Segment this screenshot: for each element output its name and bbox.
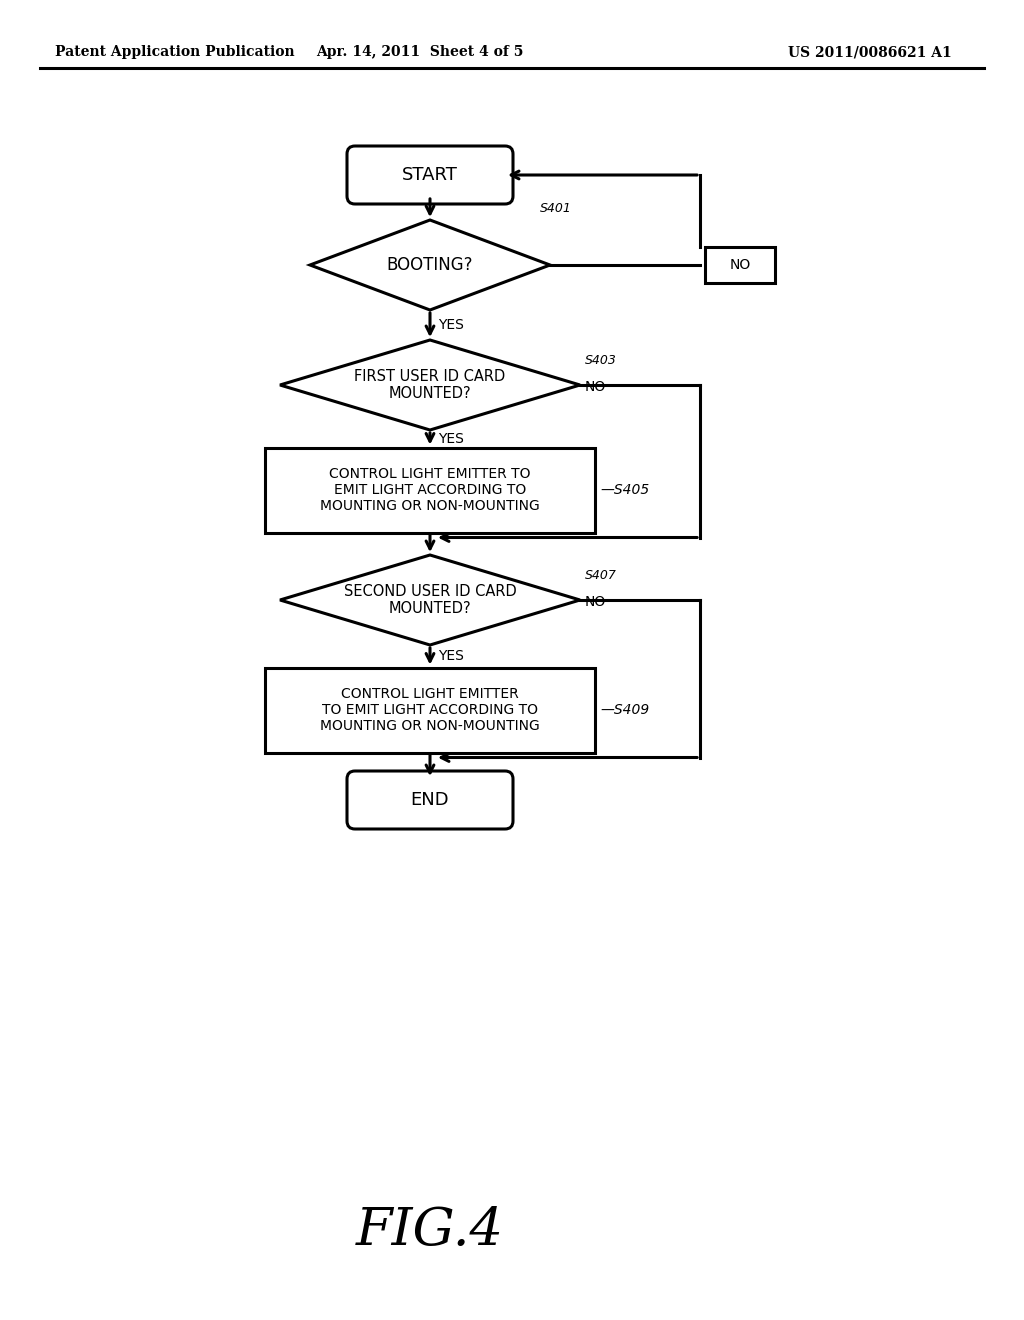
Polygon shape [280, 554, 580, 645]
Text: END: END [411, 791, 450, 809]
Text: START: START [402, 166, 458, 183]
Bar [265, 668, 595, 752]
Text: S407: S407 [585, 569, 616, 582]
Text: YES: YES [438, 649, 464, 663]
Bar [265, 447, 595, 532]
Text: S403: S403 [585, 354, 616, 367]
Text: NO: NO [585, 380, 606, 393]
Text: S401: S401 [540, 202, 571, 215]
Text: CONTROL LIGHT EMITTER
TO EMIT LIGHT ACCORDING TO
MOUNTING OR NON-MOUNTING: CONTROL LIGHT EMITTER TO EMIT LIGHT ACCO… [321, 686, 540, 733]
Text: NO: NO [585, 595, 606, 609]
FancyBboxPatch shape [347, 771, 513, 829]
Text: YES: YES [438, 432, 464, 446]
Text: Patent Application Publication: Patent Application Publication [55, 45, 295, 59]
Text: —S405: —S405 [600, 483, 649, 498]
Text: —S409: —S409 [600, 704, 649, 717]
Text: YES: YES [438, 318, 464, 333]
Bar [705, 247, 775, 282]
Text: FIG.4: FIG.4 [356, 1204, 504, 1255]
FancyBboxPatch shape [347, 147, 513, 205]
Text: NO: NO [729, 257, 751, 272]
Text: FIRST USER ID CARD
MOUNTED?: FIRST USER ID CARD MOUNTED? [354, 368, 506, 401]
Polygon shape [280, 341, 580, 430]
Text: SECOND USER ID CARD
MOUNTED?: SECOND USER ID CARD MOUNTED? [344, 583, 516, 616]
Text: CONTROL LIGHT EMITTER TO
EMIT LIGHT ACCORDING TO
MOUNTING OR NON-MOUNTING: CONTROL LIGHT EMITTER TO EMIT LIGHT ACCO… [321, 467, 540, 513]
Polygon shape [310, 220, 550, 310]
Text: Apr. 14, 2011  Sheet 4 of 5: Apr. 14, 2011 Sheet 4 of 5 [316, 45, 523, 59]
Text: US 2011/0086621 A1: US 2011/0086621 A1 [788, 45, 952, 59]
Text: BOOTING?: BOOTING? [387, 256, 473, 275]
